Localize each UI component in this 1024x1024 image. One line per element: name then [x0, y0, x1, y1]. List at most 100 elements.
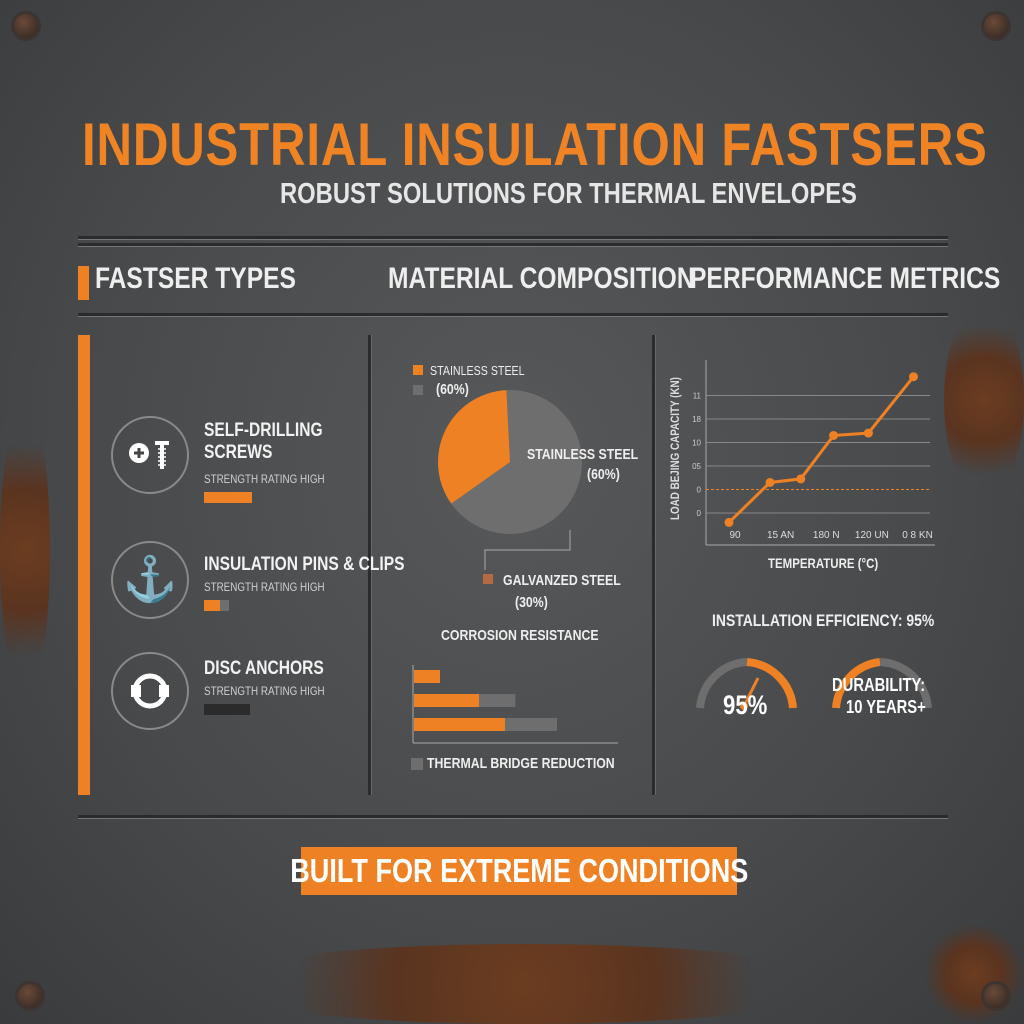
- data-point: [909, 372, 918, 382]
- legend-text: (60%): [436, 381, 469, 398]
- x-tick-label: 0 8 KN: [902, 530, 933, 541]
- legend-swatch: [413, 365, 423, 375]
- accent-bar: [78, 335, 90, 795]
- slice-value: (60%): [586, 466, 620, 483]
- section-heading-types: FASTSER TYPES: [95, 262, 340, 296]
- bar-corrosion: [414, 670, 440, 683]
- column-divider: [368, 335, 371, 795]
- fastener-name: INSULATION PINS & CLIPS: [204, 554, 405, 575]
- x-tick-label: 15 AN: [767, 530, 794, 541]
- pie-label-stainless: STAINLESS STEEL (60%): [527, 445, 663, 485]
- screw-icon: [984, 14, 1008, 38]
- fastener-item: SELF-DRILLING SCREWS STRENGTH RATING HIG…: [204, 420, 351, 503]
- column-divider: [652, 335, 655, 795]
- y-tick-label: 0: [697, 509, 702, 518]
- subtitle-text: ROBUST SOLUTIONS FOR THERMAL ENVELOPES: [280, 178, 857, 210]
- metric-text: 10 YEARS+: [846, 697, 926, 717]
- legend-text: THERMAL BRIDGE REDUCTION: [427, 755, 615, 772]
- strength-rating: STRENGTH RATING HIGH: [204, 684, 325, 698]
- rust-stain: [944, 300, 1024, 500]
- y-tick-label: 05: [692, 462, 701, 471]
- data-point: [724, 517, 734, 527]
- strength-rating: STRENGTH RATING HIGH: [204, 580, 325, 594]
- strength-bar: [204, 492, 252, 503]
- pie-label-galvanized: GALVANZED STEEL (30%): [503, 570, 647, 614]
- bar-legend: THERMAL BRIDGE REDUCTION: [427, 755, 656, 772]
- strength-rating: STRENGTH RATING HIGH: [204, 472, 325, 486]
- data-point: [863, 428, 873, 438]
- section-heading-material: MATERIAL COMPOSITION: [388, 262, 762, 296]
- rust-stain: [200, 944, 850, 1024]
- gauge-needle-icon: [742, 677, 760, 707]
- fastener-item: DISC ANCHORS STRENGTH RATING HIGH: [204, 658, 351, 715]
- legend-swatch: [411, 758, 423, 770]
- efficiency-label: INSTALLATION EFFICIENCY: 95%: [712, 611, 983, 631]
- bar-thermal: [505, 718, 557, 731]
- legend-value: (60%): [436, 381, 476, 398]
- banner-text: BUILT FOR EXTREME CONDITIONS: [289, 852, 749, 889]
- y-tick-label: 11: [693, 392, 702, 401]
- slice-label: STAINLESS STEEL: [527, 446, 639, 463]
- section-heading-performance: PERFORMANCE METRICS: [690, 262, 1024, 296]
- y-tick-label: 10: [692, 439, 701, 448]
- x-tick-label: 120 UN: [855, 530, 889, 541]
- bar-chart: [412, 665, 618, 744]
- bar-chart-title: CORROSION RESISTANCE: [441, 627, 633, 644]
- section-marker: [78, 266, 89, 300]
- rust-stain: [0, 400, 50, 700]
- data-point: [765, 477, 775, 487]
- anchor-icon: ⚓: [111, 541, 189, 619]
- strength-bar: [204, 704, 250, 715]
- durability-gauge-fill: [832, 658, 881, 709]
- metric-text: INSTALLATION EFFICIENCY: 95%: [712, 611, 935, 630]
- durability-gauge-track: [879, 658, 932, 709]
- heading-text: PERFORMANCE METRICS: [690, 262, 1001, 295]
- axis-label: TEMPERATURE (°C): [768, 555, 879, 571]
- pie-slice-galvanized: [438, 390, 510, 504]
- data-point: [796, 474, 806, 484]
- efficiency-value: 95%: [723, 690, 777, 721]
- strength-bar: [204, 600, 449, 611]
- divider: [78, 815, 948, 818]
- metric-text: 95%: [723, 690, 768, 720]
- x-tick-label: 180 N: [813, 530, 840, 541]
- data-point: [829, 430, 839, 440]
- legend-swatch: [413, 385, 423, 395]
- title-text: INDUSTRIAL INSULATION FASTSERS: [82, 111, 988, 178]
- heading-text: FASTSER TYPES: [95, 262, 296, 295]
- bar-corrosion: [414, 694, 479, 707]
- fastener-name: SCREWS: [204, 442, 273, 463]
- durability-value: DURABILITY: 10 YEARS+: [832, 674, 946, 718]
- gauge-pivot: [740, 702, 748, 710]
- divider: [78, 243, 948, 246]
- page-subtitle: ROBUST SOLUTIONS FOR THERMAL ENVELOPES: [280, 178, 984, 211]
- slice-value: (30%): [515, 594, 548, 611]
- slice-label: GALVANZED STEEL: [503, 572, 621, 589]
- efficiency-gauge-track: [696, 658, 748, 709]
- screw-icon: [111, 416, 189, 494]
- leader-line: [484, 530, 571, 570]
- line-chart: 0 0 05 10 18 11 90 15 AN 180 N 120 UN 0 8 KN: [692, 360, 935, 546]
- x-axis-label: TEMPERATURE (°C): [768, 555, 902, 571]
- fastener-name: DISC ANCHORS: [204, 658, 324, 679]
- disc-anchor-icon: [111, 652, 189, 730]
- efficiency-gauge-fill: [746, 658, 797, 709]
- legend-label: STAINLESS STEEL: [430, 363, 545, 378]
- heading-text: MATERIAL COMPOSITION: [388, 262, 695, 295]
- legend-text: STAINLESS STEEL: [430, 363, 525, 378]
- series-line: [727, 375, 915, 524]
- chart-title: CORROSION RESISTANCE: [441, 627, 599, 644]
- pie-chart: [438, 390, 582, 570]
- bar-thermal: [479, 694, 516, 707]
- pie-slice-stainless: [451, 390, 582, 534]
- y-tick-label: 0: [697, 486, 702, 495]
- screw-icon: [984, 984, 1008, 1008]
- page-title: INDUSTRIAL INSULATION FASTSERS: [82, 110, 1024, 179]
- y-tick-label: 18: [692, 415, 701, 424]
- metric-text: DURABILITY:: [832, 675, 926, 695]
- banner: BUILT FOR EXTREME CONDITIONS: [290, 847, 748, 895]
- divider: [78, 313, 948, 316]
- gauges: [696, 658, 932, 710]
- fastener-item: INSULATION PINS & CLIPS STRENGTH RATING …: [204, 554, 449, 611]
- x-tick-label: 90: [729, 530, 741, 541]
